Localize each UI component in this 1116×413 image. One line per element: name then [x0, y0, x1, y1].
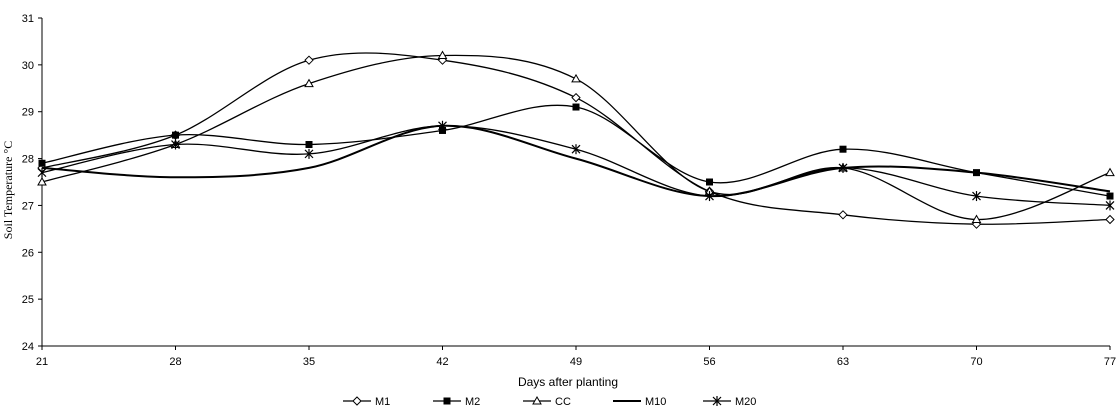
series-line-cc — [41, 54, 1111, 221]
data-point-m2 — [572, 103, 580, 111]
y-tick-label: 28 — [22, 154, 34, 166]
legend: M1 M2 CC M10 M20 — [343, 395, 756, 408]
series-cc — [37, 50, 1115, 223]
data-point-m20 — [972, 191, 981, 202]
data-point-m1 — [838, 210, 848, 220]
data-point-m20 — [171, 139, 180, 150]
data-point-m20 — [1105, 200, 1115, 211]
legend-marker — [532, 395, 542, 405]
y-tick-label: 29 — [22, 107, 34, 119]
legend-label: M20 — [735, 396, 756, 408]
x-tick-label: 56 — [703, 356, 715, 368]
data-point-m2 — [839, 145, 847, 153]
legend-label: CC — [555, 396, 571, 408]
x-tick-label: 70 — [970, 356, 982, 368]
axes — [38, 17, 1111, 350]
plot-area — [37, 50, 1115, 229]
legend-marker — [712, 396, 722, 406]
data-point-m1 — [571, 92, 581, 103]
series-line-m20 — [41, 125, 1111, 207]
x-tick-label: 42 — [436, 356, 448, 368]
data-point-m20 — [304, 148, 314, 159]
legend-marker — [443, 397, 451, 405]
data-point-cc — [304, 78, 314, 88]
y-tick-label: 24 — [22, 341, 34, 353]
data-point-m2 — [1106, 192, 1114, 200]
x-tick-label: 49 — [570, 356, 582, 368]
legend-label: M1 — [375, 396, 390, 408]
legend-marker — [352, 396, 362, 406]
series-m10 — [41, 124, 1111, 198]
data-point-cc — [571, 73, 581, 83]
tick-labels: 24 25 26 27 28 29 30 31 21 28 35 42 49 56 63 70 77 — [22, 13, 1116, 368]
x-tick-label: 35 — [303, 356, 315, 368]
data-point-m20 — [705, 191, 714, 202]
data-point-cc — [437, 50, 448, 59]
legend-item-m1: M1 — [343, 396, 390, 408]
data-point-m1 — [1105, 214, 1115, 225]
data-point-m2 — [172, 131, 179, 139]
data-point-m20 — [37, 167, 47, 178]
y-tick-label: 25 — [22, 294, 34, 306]
y-tick-label: 30 — [22, 60, 34, 72]
series-m2 — [38, 103, 1114, 200]
data-point-m20 — [571, 144, 581, 155]
data-point-cc — [37, 176, 47, 186]
data-point-m2 — [38, 159, 46, 167]
data-point-m2 — [706, 178, 713, 186]
data-point-cc — [971, 214, 982, 223]
x-tick-label: 28 — [169, 356, 181, 368]
x-axis-label: Days after planting — [518, 375, 618, 389]
y-tick-label: 31 — [22, 13, 34, 25]
legend-item-cc: CC — [523, 395, 571, 408]
y-tick-label: 27 — [22, 200, 34, 212]
x-tick-label: 21 — [36, 356, 48, 368]
data-point-m20 — [838, 162, 848, 173]
y-axis-label: Soil Temperature °C — [1, 141, 15, 239]
legend-label: M2 — [465, 396, 480, 408]
x-tick-label: 63 — [837, 356, 849, 368]
y-tick-label: 26 — [22, 247, 34, 259]
legend-label: M10 — [645, 396, 666, 408]
data-point-m20 — [438, 120, 447, 131]
data-point-cc — [1105, 167, 1115, 177]
data-point-m2 — [305, 141, 313, 149]
series-line-m10 — [41, 124, 1111, 198]
series-m20 — [37, 120, 1115, 211]
x-tick-label: 77 — [1104, 356, 1116, 368]
legend-item-m2: M2 — [433, 396, 480, 408]
legend-item-m20: M20 — [703, 396, 756, 408]
legend-item-m10: M10 — [613, 396, 666, 408]
data-point-m1 — [304, 55, 314, 65]
